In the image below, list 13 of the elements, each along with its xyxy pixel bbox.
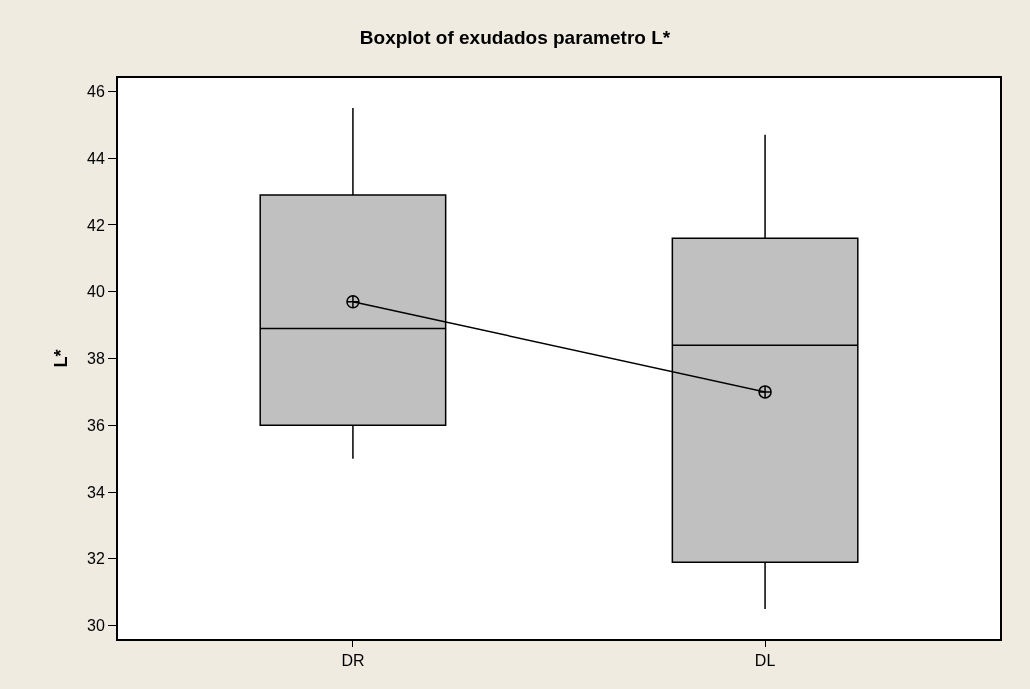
y-tick-label: 30 (87, 617, 105, 635)
chart-title: Boxplot of exudados parametro L* (359, 27, 671, 49)
y-tick-label: 34 (87, 483, 105, 501)
y-tick-label: 38 (87, 350, 105, 368)
y-tick-label: 36 (87, 416, 105, 434)
y-axis-title: L* (50, 349, 71, 368)
y-tick-label: 32 (87, 550, 105, 568)
y-tick-label: 46 (87, 82, 105, 100)
y-tick-label: 40 (87, 283, 105, 301)
y-tick-label: 44 (87, 149, 105, 167)
x-tick-label: DR (341, 652, 365, 670)
y-tick-label: 42 (87, 216, 105, 234)
x-tick-label: DL (754, 652, 776, 670)
